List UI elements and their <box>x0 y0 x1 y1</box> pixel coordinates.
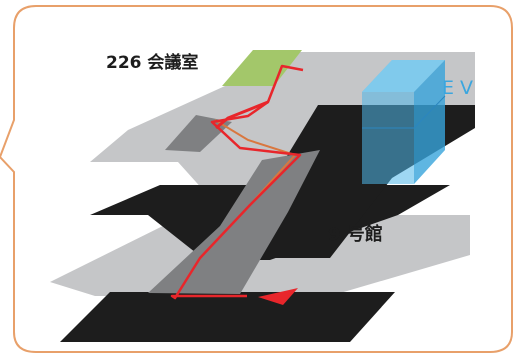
route-upper-segment <box>215 100 269 130</box>
floor-dark-lower <box>60 292 395 342</box>
elevator-shaft <box>362 60 446 184</box>
elevator-label: E V <box>442 77 473 99</box>
building-label: 9 号館 <box>328 223 383 245</box>
route-line <box>170 64 304 300</box>
room-label: 226 会議室 <box>106 52 198 73</box>
triangle-arrow-icon <box>258 288 298 305</box>
room-226-highlight <box>222 50 302 86</box>
